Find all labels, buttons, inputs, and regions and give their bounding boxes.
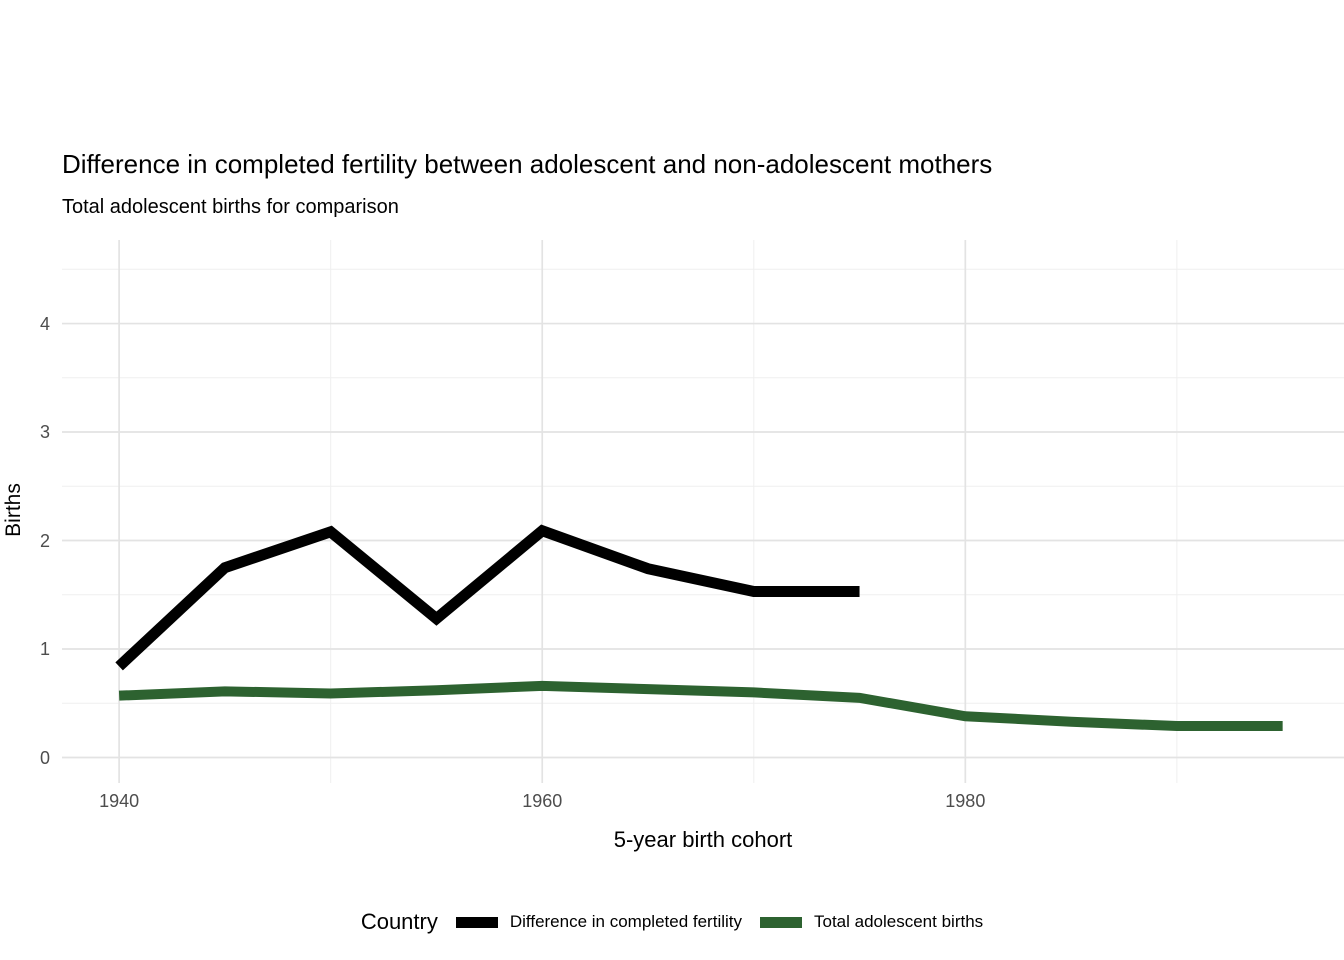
legend: Country Difference in completed fertilit… xyxy=(0,901,1344,943)
y-tick-label: 0 xyxy=(39,747,50,768)
plot-area-svg xyxy=(62,240,1344,783)
legend-label-difference: Difference in completed fertility xyxy=(509,912,742,931)
y-tick-label: 4 xyxy=(39,313,50,334)
x-tick-label: 1940 xyxy=(99,791,140,811)
line-swatch-difference-icon xyxy=(455,916,498,928)
data-line-total xyxy=(118,680,1283,732)
chart-title: Difference in completed fertility betwee… xyxy=(62,149,993,179)
y-tick-label: 2 xyxy=(39,530,50,551)
y-tick-label: 1 xyxy=(39,639,50,659)
x-axis-title: 5-year birth cohort xyxy=(613,827,793,852)
chart-subtitle: Total adolescent births for comparison xyxy=(62,196,399,218)
y-tick-label: 3 xyxy=(39,422,50,443)
data-line-difference xyxy=(115,524,860,671)
legend-item-difference: Difference in completed fertility xyxy=(455,912,742,932)
legend-item-total: Total adolescent births xyxy=(760,912,983,932)
plot-panel xyxy=(62,240,1344,783)
x-tick-label: 1980 xyxy=(945,791,986,811)
line-swatch-total-icon xyxy=(760,916,802,928)
legend-title: Country xyxy=(360,909,438,934)
x-tick-label: 1960 xyxy=(522,791,563,811)
legend-label-total: Total adolescent births xyxy=(814,912,984,931)
